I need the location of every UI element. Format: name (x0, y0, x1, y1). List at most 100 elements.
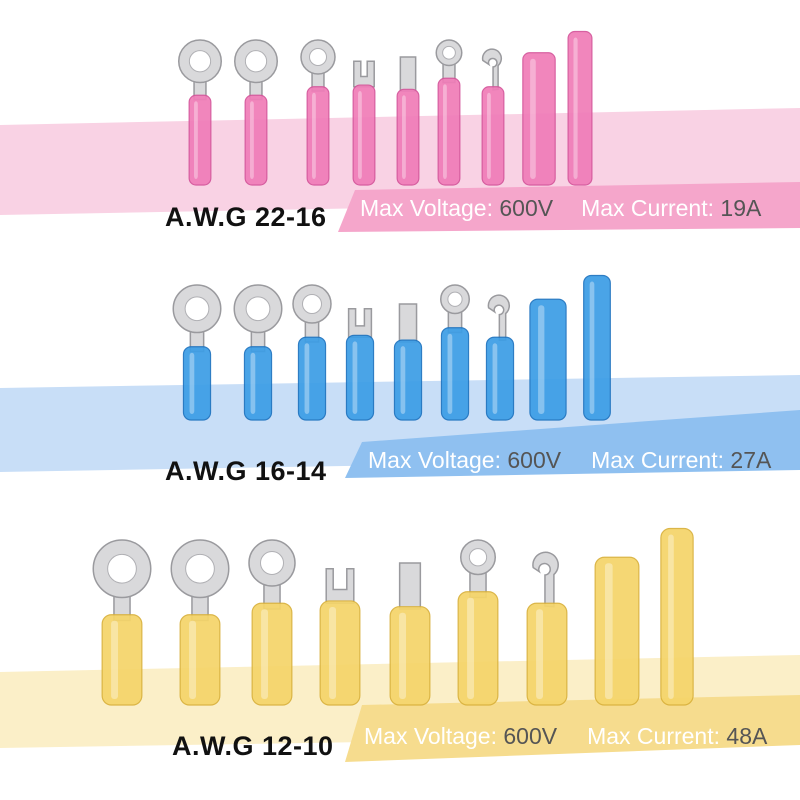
highlight (536, 609, 544, 699)
spade (398, 303, 418, 343)
insulation (396, 88, 420, 186)
spec-text: Max Voltage: 600V Max Current: 19A (360, 195, 762, 221)
insulation (243, 346, 273, 421)
insulation (179, 614, 221, 706)
current-label: Max Current: (581, 195, 714, 221)
current: 19A (720, 195, 762, 221)
terminals (92, 30, 694, 706)
highlight (329, 606, 337, 699)
ring-hole (188, 50, 212, 73)
insulation (188, 94, 212, 186)
spec-panel (345, 410, 800, 478)
voltage: 600V (499, 195, 553, 221)
gauge: 16-14 (255, 456, 327, 486)
current: 48A (726, 723, 768, 749)
insulation (182, 346, 212, 421)
insulation (526, 602, 568, 706)
highlight (589, 281, 595, 414)
insulation (522, 52, 556, 186)
highlight (189, 620, 197, 699)
voltage: 600V (507, 447, 561, 473)
highlight (668, 534, 674, 699)
current-label: Max Current: (587, 723, 720, 749)
awg-label: A.W.G 22-16 (165, 202, 327, 232)
voltage-label: Max Voltage: (368, 447, 501, 473)
hook (487, 294, 510, 342)
highlight (399, 612, 407, 699)
ring-hole (185, 553, 215, 584)
insulation (306, 86, 330, 186)
highlight (189, 352, 195, 414)
insulation (583, 274, 611, 421)
highlight (304, 343, 310, 414)
current: 27A (730, 447, 772, 473)
ring-hole (302, 294, 322, 314)
gauge: 22-16 (255, 202, 327, 232)
highlight (312, 92, 316, 179)
ring-hole (260, 551, 284, 575)
insulation (297, 336, 327, 421)
highlight (261, 609, 269, 699)
voltage-label: Max Voltage: (364, 723, 497, 749)
awg: A.W.G (165, 202, 247, 232)
highlight (467, 597, 475, 699)
gauge: 12-10 (262, 731, 334, 761)
voltage-label: Max Voltage: (360, 195, 493, 221)
ring-hole (184, 296, 210, 322)
ring-hole (468, 548, 488, 567)
ring-hole (442, 45, 456, 60)
current-label: Max Current: (591, 447, 724, 473)
spec-text: Max Voltage: 600V Max Current: 48A (364, 723, 768, 749)
hook (532, 551, 559, 608)
fork (347, 308, 373, 338)
insulation (244, 94, 268, 186)
insulation (437, 77, 461, 186)
voltage: 600V (503, 723, 557, 749)
insulation (101, 614, 143, 706)
insulation (485, 336, 515, 421)
awg-label: A.W.G 12-10 (172, 731, 334, 761)
ring-hole (107, 553, 137, 584)
awg: A.W.G (172, 731, 254, 761)
highlight (111, 620, 119, 699)
spec-panel (338, 182, 800, 232)
highlight (530, 58, 536, 179)
insulation (319, 600, 361, 706)
highlight (352, 341, 358, 414)
insulation (660, 527, 694, 706)
highlight (250, 101, 254, 179)
spade (398, 562, 422, 610)
highlight (492, 343, 498, 414)
highlight (538, 305, 545, 414)
insulation (389, 606, 431, 706)
highlight (194, 101, 198, 179)
insulation (567, 30, 593, 186)
highlight (402, 95, 406, 179)
highlight (487, 92, 491, 179)
highlight (250, 352, 256, 414)
insulation (440, 327, 470, 421)
insulation (594, 556, 640, 706)
awg: A.W.G (165, 456, 247, 486)
ring-hole (245, 296, 271, 322)
insulation (345, 334, 375, 421)
insulation (393, 339, 423, 421)
awg-label: A.W.G 16-14 (165, 456, 327, 486)
spade (399, 56, 417, 92)
fork (353, 60, 375, 88)
insulation (481, 86, 505, 186)
highlight (573, 37, 578, 179)
highlight (447, 333, 453, 414)
insulation (529, 298, 567, 421)
spec-panel (345, 695, 800, 762)
fork (325, 568, 355, 604)
insulation (251, 602, 293, 706)
spec-text: Max Voltage: 600V Max Current: 27A (368, 447, 772, 473)
highlight (604, 563, 613, 699)
ring-hole (244, 50, 268, 73)
hook (481, 48, 503, 91)
ring-hole (309, 48, 327, 66)
ring-hole (447, 291, 463, 307)
highlight (358, 91, 362, 179)
